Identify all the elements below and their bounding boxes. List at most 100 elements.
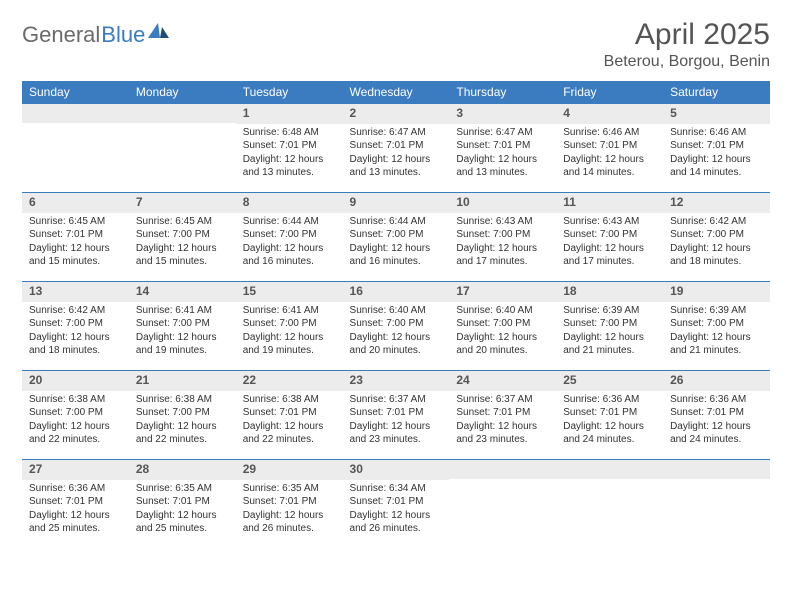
daylight-line: Daylight: 12 hours and 22 minutes. — [243, 420, 336, 447]
sunrise-line: Sunrise: 6:45 AM — [29, 215, 122, 229]
sunrise-line: Sunrise: 6:36 AM — [29, 482, 122, 496]
daylight-line: Daylight: 12 hours and 20 minutes. — [350, 331, 443, 358]
daylight-line: Daylight: 12 hours and 21 minutes. — [563, 331, 656, 358]
day-number — [449, 460, 556, 479]
daylight-line: Daylight: 12 hours and 19 minutes. — [243, 331, 336, 358]
daylight-line: Daylight: 12 hours and 24 minutes. — [670, 420, 763, 447]
day-details: Sunrise: 6:47 AMSunset: 7:01 PMDaylight:… — [449, 124, 556, 184]
day-number: 26 — [663, 371, 770, 391]
day-number: 2 — [343, 104, 450, 124]
day-details: Sunrise: 6:44 AMSunset: 7:00 PMDaylight:… — [236, 213, 343, 273]
day-number: 13 — [22, 282, 129, 302]
calendar-cell: 3Sunrise: 6:47 AMSunset: 7:01 PMDaylight… — [449, 104, 556, 193]
calendar-cell: 20Sunrise: 6:38 AMSunset: 7:00 PMDayligh… — [22, 371, 129, 460]
calendar-week: 6Sunrise: 6:45 AMSunset: 7:01 PMDaylight… — [22, 193, 770, 282]
sunset-line: Sunset: 7:00 PM — [456, 317, 549, 331]
sunset-line: Sunset: 7:00 PM — [29, 406, 122, 420]
daylight-line: Daylight: 12 hours and 15 minutes. — [136, 242, 229, 269]
day-details: Sunrise: 6:37 AMSunset: 7:01 PMDaylight:… — [449, 391, 556, 451]
daylight-line: Daylight: 12 hours and 26 minutes. — [350, 509, 443, 536]
day-details: Sunrise: 6:43 AMSunset: 7:00 PMDaylight:… — [449, 213, 556, 273]
sunset-line: Sunset: 7:01 PM — [350, 139, 443, 153]
day-number: 22 — [236, 371, 343, 391]
sunset-line: Sunset: 7:00 PM — [136, 228, 229, 242]
day-details: Sunrise: 6:36 AMSunset: 7:01 PMDaylight:… — [22, 480, 129, 540]
sunset-line: Sunset: 7:01 PM — [243, 495, 336, 509]
sunset-line: Sunset: 7:00 PM — [136, 317, 229, 331]
daylight-line: Daylight: 12 hours and 19 minutes. — [136, 331, 229, 358]
month-title: April 2025 — [604, 18, 770, 51]
day-details: Sunrise: 6:35 AMSunset: 7:01 PMDaylight:… — [129, 480, 236, 540]
sunset-line: Sunset: 7:01 PM — [29, 495, 122, 509]
sunrise-line: Sunrise: 6:43 AM — [456, 215, 549, 229]
logo-text-blue: Blue — [101, 22, 145, 48]
dayhead-tuesday: Tuesday — [236, 81, 343, 104]
sunset-line: Sunset: 7:01 PM — [670, 139, 763, 153]
calendar-cell: 1Sunrise: 6:48 AMSunset: 7:01 PMDaylight… — [236, 104, 343, 193]
day-details: Sunrise: 6:40 AMSunset: 7:00 PMDaylight:… — [449, 302, 556, 362]
day-details: Sunrise: 6:37 AMSunset: 7:01 PMDaylight:… — [343, 391, 450, 451]
sunset-line: Sunset: 7:00 PM — [243, 228, 336, 242]
sunrise-line: Sunrise: 6:37 AM — [456, 393, 549, 407]
day-details: Sunrise: 6:36 AMSunset: 7:01 PMDaylight:… — [556, 391, 663, 451]
daylight-line: Daylight: 12 hours and 16 minutes. — [350, 242, 443, 269]
day-details: Sunrise: 6:34 AMSunset: 7:01 PMDaylight:… — [343, 480, 450, 540]
daylight-line: Daylight: 12 hours and 23 minutes. — [350, 420, 443, 447]
sunset-line: Sunset: 7:00 PM — [136, 406, 229, 420]
day-details: Sunrise: 6:38 AMSunset: 7:00 PMDaylight:… — [129, 391, 236, 451]
calendar-cell: 29Sunrise: 6:35 AMSunset: 7:01 PMDayligh… — [236, 460, 343, 549]
day-number: 24 — [449, 371, 556, 391]
logo-text-general: General — [22, 22, 100, 48]
dayhead-saturday: Saturday — [663, 81, 770, 104]
calendar-cell: 27Sunrise: 6:36 AMSunset: 7:01 PMDayligh… — [22, 460, 129, 549]
day-number: 23 — [343, 371, 450, 391]
calendar-cell — [22, 104, 129, 193]
sunrise-line: Sunrise: 6:38 AM — [243, 393, 336, 407]
day-number: 9 — [343, 193, 450, 213]
daylight-line: Daylight: 12 hours and 25 minutes. — [29, 509, 122, 536]
sunrise-line: Sunrise: 6:45 AM — [136, 215, 229, 229]
calendar-cell: 24Sunrise: 6:37 AMSunset: 7:01 PMDayligh… — [449, 371, 556, 460]
sunrise-line: Sunrise: 6:41 AM — [243, 304, 336, 318]
page-header: GeneralBlue April 2025 Beterou, Borgou, … — [22, 18, 770, 71]
day-number: 20 — [22, 371, 129, 391]
day-number — [556, 460, 663, 479]
dayhead-sunday: Sunday — [22, 81, 129, 104]
sunrise-line: Sunrise: 6:36 AM — [563, 393, 656, 407]
day-number: 6 — [22, 193, 129, 213]
daylight-line: Daylight: 12 hours and 22 minutes. — [29, 420, 122, 447]
sunset-line: Sunset: 7:01 PM — [243, 139, 336, 153]
calendar-cell: 14Sunrise: 6:41 AMSunset: 7:00 PMDayligh… — [129, 282, 236, 371]
day-details: Sunrise: 6:41 AMSunset: 7:00 PMDaylight:… — [129, 302, 236, 362]
day-details: Sunrise: 6:45 AMSunset: 7:01 PMDaylight:… — [22, 213, 129, 273]
calendar-cell: 19Sunrise: 6:39 AMSunset: 7:00 PMDayligh… — [663, 282, 770, 371]
daylight-line: Daylight: 12 hours and 14 minutes. — [563, 153, 656, 180]
calendar-cell: 16Sunrise: 6:40 AMSunset: 7:00 PMDayligh… — [343, 282, 450, 371]
day-number: 14 — [129, 282, 236, 302]
day-number: 27 — [22, 460, 129, 480]
logo-triangle-icon — [148, 21, 170, 44]
sunrise-line: Sunrise: 6:38 AM — [136, 393, 229, 407]
daylight-line: Daylight: 12 hours and 23 minutes. — [456, 420, 549, 447]
day-number: 19 — [663, 282, 770, 302]
sunset-line: Sunset: 7:01 PM — [350, 406, 443, 420]
day-number: 21 — [129, 371, 236, 391]
calendar-cell: 23Sunrise: 6:37 AMSunset: 7:01 PMDayligh… — [343, 371, 450, 460]
day-details: Sunrise: 6:47 AMSunset: 7:01 PMDaylight:… — [343, 124, 450, 184]
day-number: 1 — [236, 104, 343, 124]
sunset-line: Sunset: 7:00 PM — [670, 317, 763, 331]
day-number: 28 — [129, 460, 236, 480]
day-details: Sunrise: 6:38 AMSunset: 7:00 PMDaylight:… — [22, 391, 129, 451]
calendar-cell: 12Sunrise: 6:42 AMSunset: 7:00 PMDayligh… — [663, 193, 770, 282]
sunset-line: Sunset: 7:01 PM — [456, 139, 549, 153]
calendar-cell: 5Sunrise: 6:46 AMSunset: 7:01 PMDaylight… — [663, 104, 770, 193]
calendar-cell: 18Sunrise: 6:39 AMSunset: 7:00 PMDayligh… — [556, 282, 663, 371]
daylight-line: Daylight: 12 hours and 20 minutes. — [456, 331, 549, 358]
day-number: 8 — [236, 193, 343, 213]
daylight-line: Daylight: 12 hours and 24 minutes. — [563, 420, 656, 447]
day-number: 30 — [343, 460, 450, 480]
calendar-cell: 9Sunrise: 6:44 AMSunset: 7:00 PMDaylight… — [343, 193, 450, 282]
day-details: Sunrise: 6:48 AMSunset: 7:01 PMDaylight:… — [236, 124, 343, 184]
day-number — [129, 104, 236, 123]
daylight-line: Daylight: 12 hours and 14 minutes. — [670, 153, 763, 180]
